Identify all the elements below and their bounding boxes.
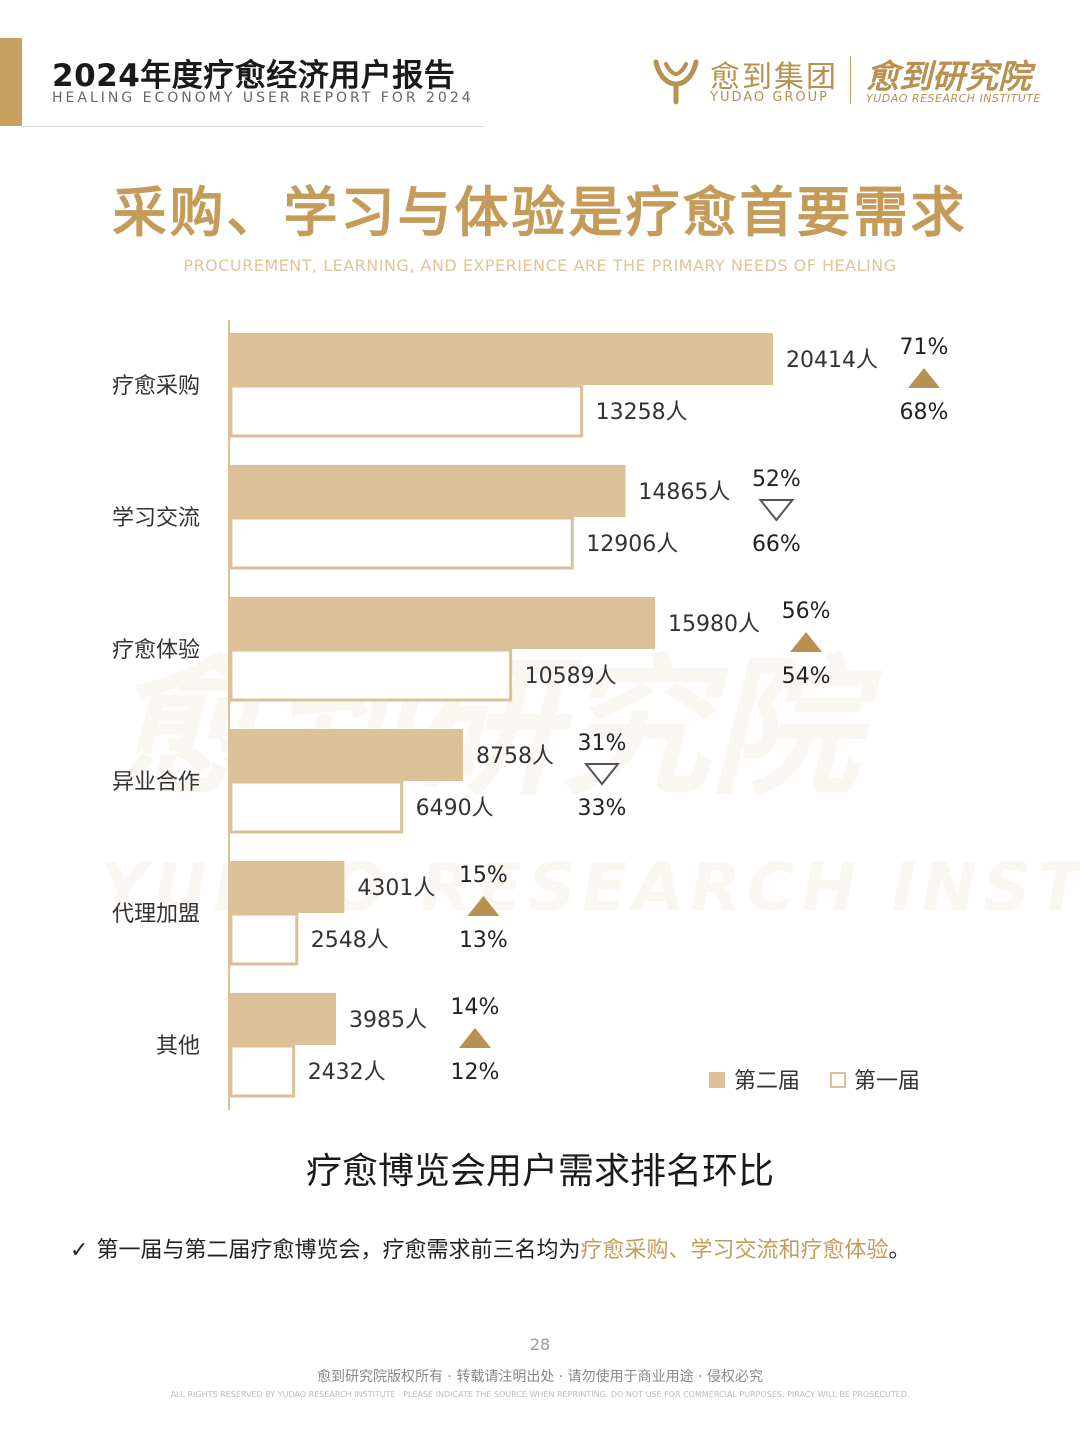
check-icon: ✓ (70, 1238, 89, 1263)
value-label-first: 12906人 (586, 532, 678, 557)
report-title: 2024年度疗愈经济用户报告 (52, 58, 456, 94)
trend-up-icon (467, 896, 500, 916)
category-label: 疗愈体验 (112, 638, 200, 663)
copyright-cn: 愈到研究院版权所有 · 转载请注明出处 · 请勿使用于商业用途 · 侵权必究 (316, 1369, 764, 1385)
bar-second-session (230, 597, 656, 649)
bar-second-session (230, 465, 626, 517)
bar-first-session (229, 648, 513, 702)
percent-label-second: 31% (578, 731, 627, 756)
demand-bar-chart: 愈到研究院 YUDAO RESEARCH INSTITUTE 疗愈采购20414… (100, 320, 1080, 1110)
trend-up-icon (908, 368, 940, 388)
legend-label-second: 第二届 (734, 1069, 800, 1094)
percent-label-first: 66% (752, 532, 801, 557)
bar-second-session (230, 993, 336, 1045)
bar-second-session (230, 729, 463, 781)
percent-label-second: 52% (752, 467, 801, 492)
category-label: 代理加盟 (112, 902, 200, 927)
logo-divider (850, 56, 851, 104)
percent-label-second: 15% (459, 863, 508, 888)
institute-name-cn: 愈到研究院 (866, 57, 1031, 96)
value-label-first: 13258人 (596, 400, 688, 425)
value-label-second: 4301人 (357, 876, 435, 901)
category-label: 异业合作 (112, 770, 200, 795)
chart-title: 疗愈博览会用户需求排名环比 (305, 1151, 774, 1192)
page-subtitle: PROCUREMENT, LEARNING, AND EXPERIENCE AR… (183, 256, 897, 275)
percent-label-first: 54% (782, 664, 831, 689)
bar-first-session (229, 384, 584, 438)
value-label-second: 20414人 (786, 348, 878, 373)
page-number: 28 (529, 1335, 551, 1354)
value-label-second: 3985人 (349, 1008, 427, 1033)
brand-logos: 愈到集团 YUDAO GROUP 愈到研究院 YUDAO RESEARCH IN… (650, 50, 1040, 110)
percent-label-second: 71% (900, 335, 949, 360)
category-label: 其他 (156, 1034, 200, 1059)
page-title: 采购、学习与体验是疗愈首要需求 (112, 180, 968, 244)
trend-down-icon (583, 763, 621, 786)
institute-name-en: YUDAO RESEARCH INSTITUTE (866, 92, 1041, 105)
legend-label-first: 第一届 (854, 1069, 920, 1094)
trend-down-icon (758, 499, 795, 522)
trend-up-icon (458, 1028, 491, 1048)
value-label-first: 10589人 (525, 664, 617, 689)
bar-first-session (229, 1044, 296, 1098)
value-label-second: 15980人 (668, 612, 760, 637)
header-accent-bar (0, 38, 22, 126)
bar-second-session (230, 861, 345, 913)
copyright-en: ALL RIGHTS RESERVED BY YUDAO RESEARCH IN… (170, 1390, 910, 1399)
bar-second-session (230, 333, 773, 385)
category-label: 疗愈采购 (112, 374, 200, 399)
bar-first-session (229, 912, 299, 966)
percent-label-first: 68% (900, 400, 949, 425)
report-subtitle: HEALING ECONOMY USER REPORT FOR 2024 (52, 90, 474, 106)
category-label: 学习交流 (112, 506, 200, 531)
value-label-first: 6490人 (416, 796, 494, 821)
value-label-first: 2432人 (308, 1060, 386, 1085)
value-label-second: 14865人 (638, 480, 730, 505)
percent-label-first: 13% (459, 928, 508, 953)
summary-note: ✓ 第一届与第二届疗愈博览会，疗愈需求前三名均为疗愈采购、学习交流和疗愈体验。 (70, 1232, 910, 1264)
value-label-second: 8758人 (476, 744, 554, 769)
group-name-en: YUDAO GROUP (710, 90, 829, 105)
yudao-logo-icon (653, 59, 699, 105)
percent-label-second: 56% (782, 599, 831, 624)
percent-label-first: 33% (578, 796, 627, 821)
legend-swatch-first (830, 1072, 846, 1088)
header-divider (22, 126, 484, 127)
value-label-first: 2548人 (311, 928, 389, 953)
percent-label-second: 14% (451, 995, 500, 1020)
note-text: 第一届与第二届疗愈博览会，疗愈需求前三名均为 (96, 1238, 581, 1263)
group-name-cn: 愈到集团 (710, 60, 838, 95)
trend-up-icon (790, 632, 823, 652)
legend-swatch-second (709, 1072, 725, 1088)
note-highlight: 疗愈采购、学习交流和疗愈体验 (580, 1238, 889, 1263)
bar-first-session (229, 780, 404, 834)
bar-first-session (229, 516, 574, 570)
note-suffix: 。 (888, 1238, 911, 1263)
percent-label-first: 12% (451, 1060, 500, 1085)
